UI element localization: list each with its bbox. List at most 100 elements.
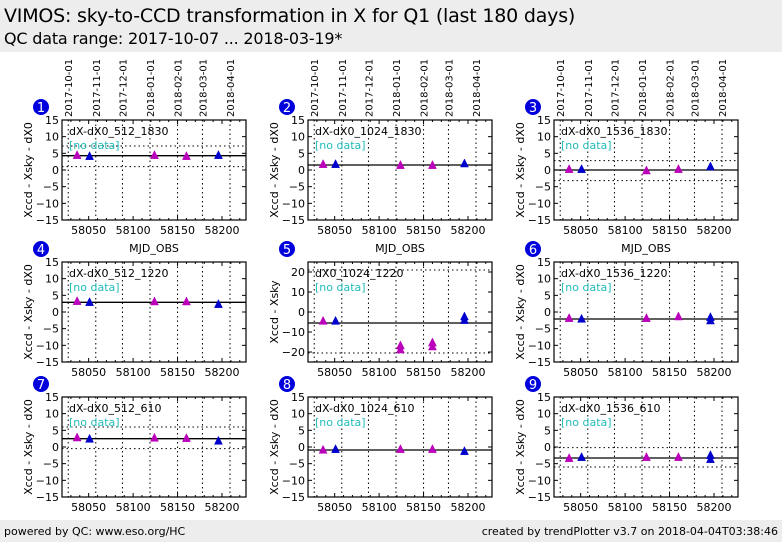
top-date-label: 2017-10-01 (310, 59, 321, 117)
y-tick-label: −10 (528, 474, 551, 487)
x-tick-label: 58100 (116, 224, 151, 237)
x-tick-label: 58200 (205, 224, 240, 237)
y-axis-label: Xccd - Xsky - dX0 (22, 122, 35, 218)
x-tick-label: 58100 (608, 224, 643, 237)
x-tick-label: 58150 (652, 366, 687, 379)
data-point-magenta (642, 165, 651, 175)
data-point-blue (85, 297, 94, 306)
top-date-label: 2018-02-01 (420, 59, 431, 117)
data-point-magenta (182, 433, 191, 442)
panel-number: 9 (529, 378, 537, 393)
y-tick-label: 15 (45, 114, 59, 127)
panel-1: 15 10 5 0 −5 −10 −15 58050 58100 58150 58200 Xccd -… (22, 59, 247, 255)
no-data-label: [no data] (69, 281, 120, 294)
panel-number: 4 (37, 243, 45, 258)
data-point-magenta (564, 164, 574, 173)
panel-title: dX-dX0_1536_610 (561, 402, 660, 415)
y-tick-label: 0 (544, 306, 551, 319)
y-tick-label: 5 (52, 147, 59, 160)
page-title: VIMOS: sky-to-CCD transformation in X fo… (4, 5, 576, 27)
data-point-blue (706, 454, 715, 463)
data-point-magenta (318, 315, 328, 325)
y-tick-label: −10 (528, 197, 551, 210)
data-point-blue (577, 313, 586, 323)
y-tick-label: −5 (535, 181, 551, 194)
y-tick-label: −15 (36, 214, 59, 227)
panel-number-badge (33, 376, 49, 392)
top-date-label: 2017-12-01 (118, 59, 129, 117)
x-tick-label: 58200 (451, 501, 486, 514)
y-axis-label: Xccd - Xsky - dX0 (22, 399, 35, 495)
x-tick-label: 58150 (652, 501, 687, 514)
x-tick-label: 58200 (205, 501, 240, 514)
panel-2: 15 10 5 0 −5 −10 −15 58050 58100 58150 58200 Xccd -… (268, 59, 493, 255)
y-tick-label: 0 (52, 441, 59, 454)
y-tick-label: 10 (291, 286, 305, 299)
y-axis-label: Xccd - Xsky - dX0 (268, 399, 281, 495)
data-point-magenta (674, 164, 683, 173)
data-point-magenta (318, 444, 328, 454)
data-point-blue (460, 446, 469, 455)
y-tick-label: 10 (537, 273, 551, 286)
x-tick-label: 58050 (317, 501, 352, 514)
panel-title: dX-dX0_1536_1830 (561, 125, 667, 138)
top-date-label: 2017-11-01 (584, 59, 595, 117)
x-tick-label: 58050 (563, 224, 598, 237)
x-tick-label: 58100 (116, 366, 151, 379)
data-point-blue (214, 435, 223, 445)
top-date-label: 2018-02-01 (174, 59, 185, 117)
no-data-label: [no data] (315, 416, 366, 429)
panel-number: 1 (37, 101, 45, 116)
y-tick-label: −5 (289, 181, 305, 194)
data-point-magenta (72, 296, 82, 305)
y-axis-label: Xccd - Xsky - dX0 (514, 264, 527, 360)
y-axis-label: Xccd - Xsky - dX0 (22, 264, 35, 360)
top-date-label: 2018-04-01 (226, 59, 237, 117)
panel-number-badge (33, 99, 49, 115)
data-point-blue (331, 444, 340, 453)
no-data-label: [no data] (69, 416, 120, 429)
x-axis-label: MJD_OBS (375, 242, 425, 255)
top-date-label: 2018-03-01 (198, 59, 209, 117)
top-date-label: 2017-10-01 (64, 59, 75, 117)
y-tick-label: 0 (544, 164, 551, 177)
data-point-magenta (396, 444, 405, 453)
no-data-label: [no data] (561, 281, 612, 294)
y-tick-label: 0 (544, 441, 551, 454)
y-tick-label: 10 (291, 131, 305, 144)
x-tick-label: 58150 (160, 501, 195, 514)
x-tick-label: 58200 (697, 366, 732, 379)
footer-created-by: created by trendPlotter v3.7 on 2018-04-… (481, 525, 778, 538)
top-date-label: 2018-01-01 (638, 59, 649, 117)
top-date-label: 2018-01-01 (146, 59, 157, 117)
x-tick-label: 58150 (652, 224, 687, 237)
data-point-magenta (564, 453, 574, 462)
y-tick-label: −5 (43, 323, 59, 336)
footer: powered by QC: www.eso.org/HC created by… (0, 520, 782, 542)
top-date-label: 2017-12-01 (610, 59, 621, 117)
x-tick-label: 58050 (563, 501, 598, 514)
y-tick-label: 20 (291, 266, 305, 279)
y-tick-label: 15 (45, 391, 59, 404)
data-point-magenta (642, 452, 651, 461)
panel-number-badge (525, 99, 541, 115)
x-tick-label: 58100 (362, 366, 397, 379)
y-axis-label: Xccd - Xsky - dX0 (268, 122, 281, 218)
panel-title: dX-dX0_512_1830 (69, 125, 168, 138)
data-point-blue (706, 161, 715, 171)
panel-8: 15 10 5 0 −5 −10 −15 58050 58100 58150 58200 Xccd -… (268, 376, 493, 514)
y-tick-label: −10 (282, 197, 305, 210)
data-point-magenta (428, 160, 437, 169)
top-date-label: 2017-11-01 (338, 59, 349, 117)
top-date-label: 2018-02-01 (666, 59, 677, 117)
data-point-magenta (150, 150, 159, 159)
y-axis-label: Xccd - Xsky (268, 280, 281, 344)
panel-number-badge (279, 99, 295, 115)
y-tick-label: 0 (298, 306, 305, 319)
data-point-blue (331, 315, 340, 325)
x-tick-label: 58150 (406, 224, 441, 237)
y-tick-label: −5 (289, 458, 305, 471)
y-tick-label: 10 (291, 408, 305, 421)
y-tick-label: −5 (535, 323, 551, 336)
